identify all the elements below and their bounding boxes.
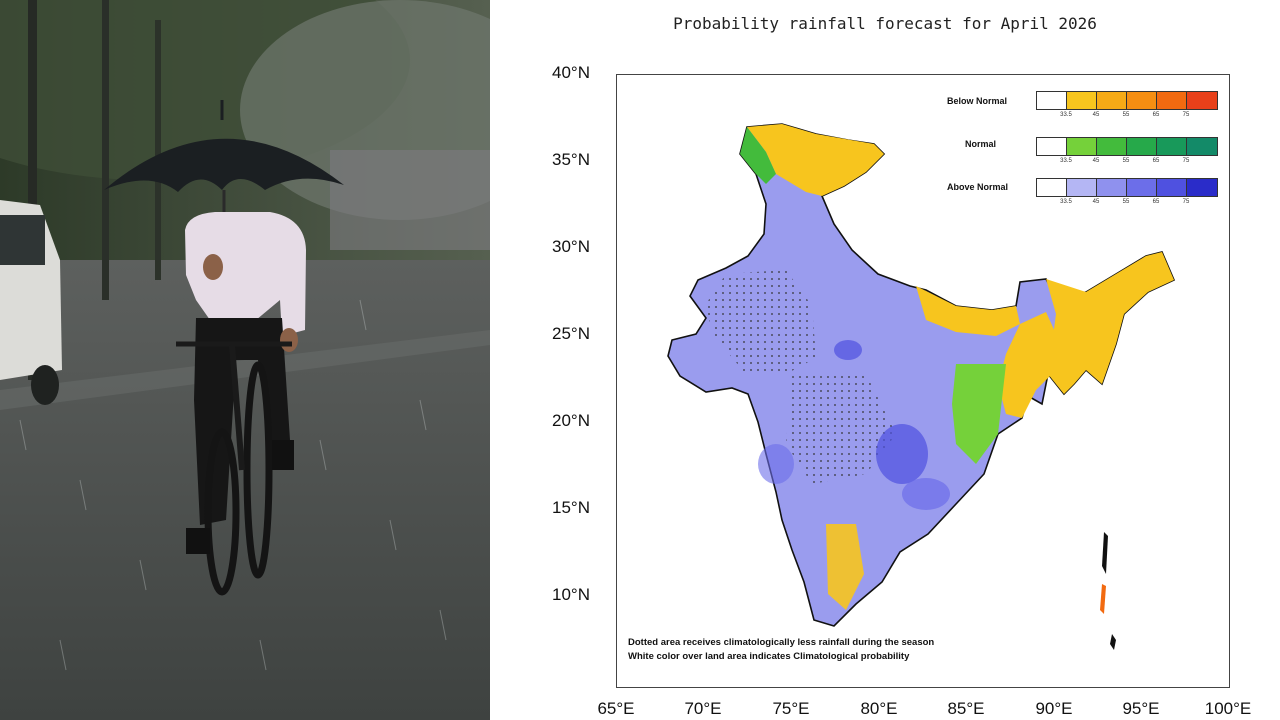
legend-swatch <box>1037 92 1067 109</box>
legend-normal-bar <box>1036 137 1218 156</box>
legend-swatch <box>1157 138 1187 155</box>
lat-label: 25°N <box>552 324 590 343</box>
legend-tick: 45 <box>1092 158 1100 164</box>
legend-tick: 55 <box>1122 158 1130 164</box>
legend-below-normal-ticks: 33.5 45 55 65 75 <box>1051 112 1201 118</box>
lon-label: 70°E <box>684 699 722 718</box>
legend-tick: 33.5 <box>1060 158 1072 164</box>
legend-normal-label: Normal <box>965 139 997 149</box>
legend-swatch <box>1067 179 1097 196</box>
legend-swatch <box>1187 138 1217 155</box>
legend-tick: 75 <box>1182 158 1190 164</box>
lat-label: 35°N <box>552 150 590 169</box>
lon-label: 65°E <box>597 699 635 718</box>
legend-swatch <box>1187 179 1217 196</box>
lat-label: 10°N <box>552 585 590 604</box>
lon-label: 75°E <box>772 699 810 718</box>
lat-label: 20°N <box>552 411 590 430</box>
legend-tick: 45 <box>1092 199 1100 205</box>
rain-cyclist-photo <box>0 0 490 720</box>
legend-swatch <box>1067 92 1097 109</box>
lat-label: 30°N <box>552 237 590 256</box>
lon-label: 85°E <box>947 699 985 718</box>
india-probability-map <box>667 123 1176 650</box>
legend-swatch <box>1157 92 1187 109</box>
legend-tick: 75 <box>1182 199 1190 205</box>
map-body <box>667 123 1176 650</box>
lat-label: 15°N <box>552 498 590 517</box>
legend-above-normal-ticks: 33.5 45 55 65 75 <box>1051 199 1201 205</box>
legend-above-normal-bar <box>1036 178 1218 197</box>
lon-label: 90°E <box>1035 699 1073 718</box>
map-plot-area <box>616 74 1230 688</box>
legend-above-normal-label: Above Normal <box>947 182 1009 192</box>
legend-normal-ticks: 33.5 45 55 65 75 <box>1051 158 1201 164</box>
legend-swatch <box>1127 138 1157 155</box>
lat-label: 40°N <box>552 63 590 82</box>
legend-swatch <box>1037 138 1067 155</box>
lon-label: 80°E <box>860 699 898 718</box>
legend-tick: 33.5 <box>1060 112 1072 118</box>
map-note-white-color: White color over land area indicates Cli… <box>628 651 910 662</box>
legend-below-normal-bar <box>1036 91 1218 110</box>
legend-tick: 55 <box>1122 199 1130 205</box>
legend-swatch <box>1037 179 1067 196</box>
lon-label: 100°E <box>1204 699 1252 718</box>
legend-swatch <box>1187 92 1217 109</box>
legend-swatch <box>1127 179 1157 196</box>
map-title: Probability rainfall forecast for April … <box>673 14 1097 33</box>
legend-tick: 65 <box>1152 158 1160 164</box>
legend-tick: 65 <box>1152 112 1160 118</box>
legend-swatch <box>1127 92 1157 109</box>
legend-tick: 75 <box>1182 112 1190 118</box>
legend-tick: 55 <box>1122 112 1130 118</box>
legend-swatch <box>1067 138 1097 155</box>
legend-swatch <box>1097 179 1127 196</box>
legend-tick: 65 <box>1152 199 1160 205</box>
photo-illustration <box>0 0 490 720</box>
legend-tick: 45 <box>1092 112 1100 118</box>
legend-swatch <box>1097 138 1127 155</box>
lon-label: 95°E <box>1122 699 1160 718</box>
map-note-dotted-area: Dotted area receives climatologically le… <box>628 637 935 648</box>
legend-swatch <box>1097 92 1127 109</box>
forecast-map-panel: Probability rainfall forecast for April … <box>490 0 1280 720</box>
legend-below-normal-label: Below Normal <box>947 96 1008 106</box>
legend-tick: 33.5 <box>1060 199 1072 205</box>
legend-swatch <box>1157 179 1187 196</box>
